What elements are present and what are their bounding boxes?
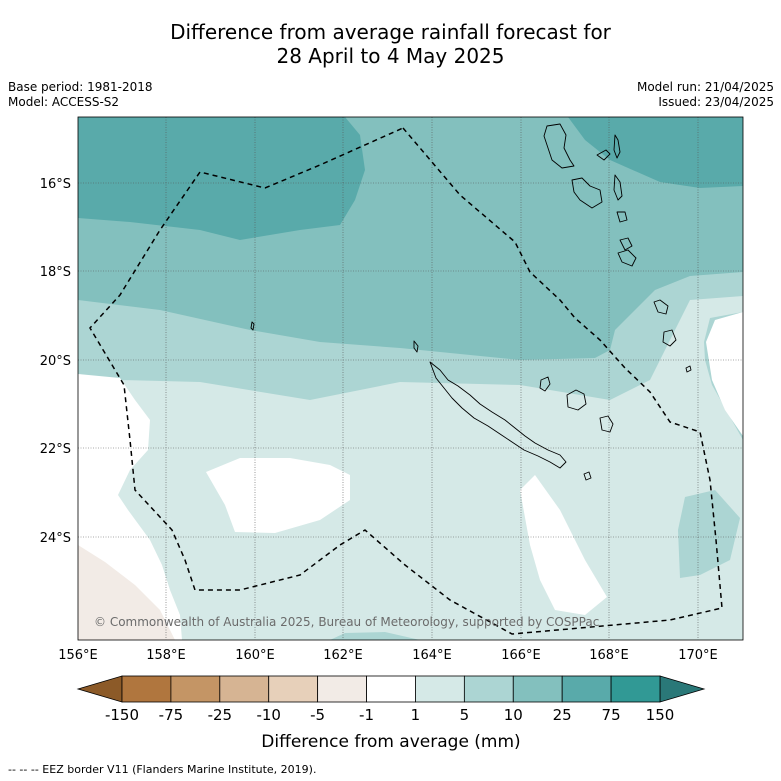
coast-matthew-island xyxy=(653,299,669,315)
colorbar-ticks: -150 -75 -25 -10 -5 -1 1 5 10 25 75 150 xyxy=(105,706,674,724)
region-neutral-center xyxy=(206,458,350,533)
shaded-regions xyxy=(78,117,743,640)
colorbar-bin-8 xyxy=(512,675,563,703)
coast-hunter-island xyxy=(662,329,677,347)
colorbar-under-arrow xyxy=(76,675,123,703)
lon-labels: 156°E 158°E 160°E 162°E 164°E 166°E 168°… xyxy=(58,648,718,663)
coast-efate xyxy=(616,211,628,223)
region-neutral-east xyxy=(706,312,743,436)
colorbar-bin-4 xyxy=(317,675,367,703)
model-name: Model: ACCESS-S2 xyxy=(8,95,120,109)
meta-right: Model run: 21/04/2025 Issued: 23/04/2025 xyxy=(637,80,774,110)
colorbar-bin-1 xyxy=(170,675,221,703)
eez-border xyxy=(89,127,723,635)
region-5-to-10-south xyxy=(330,632,420,640)
lat-labels: 16°S 18°S 20°S 22°S 24°S xyxy=(40,177,71,546)
colorbar-tick-label: -75 xyxy=(159,706,184,724)
colorbar-tick-label: 25 xyxy=(553,706,572,724)
coast-malekula xyxy=(571,177,603,209)
lat-label-24s: 24°S xyxy=(40,531,71,546)
coast-loyalty-ouvea xyxy=(539,376,551,392)
base-period: Base period: 1981-2018 xyxy=(8,80,153,94)
colorbar-bin-0 xyxy=(121,675,172,703)
lon-label-162e: 162°E xyxy=(323,648,363,663)
coast-espiritu-santo xyxy=(543,123,575,169)
coast-islet-a xyxy=(250,321,255,331)
lon-label-158e: 158°E xyxy=(146,648,186,663)
coast-pentecost xyxy=(613,174,623,201)
lat-label-20s: 20°S xyxy=(40,354,71,369)
colorbar-tick-label: 75 xyxy=(602,706,621,724)
coast-loyalty-mare xyxy=(599,415,614,433)
colorbar-bin-2 xyxy=(219,675,270,703)
colorbar-bin-10 xyxy=(610,675,661,703)
colorbar-bin-3 xyxy=(268,675,319,703)
lat-label-22s: 22°S xyxy=(40,442,71,457)
model-run: Model run: 21/04/2025 xyxy=(636,80,774,94)
graticule xyxy=(78,117,743,640)
region-neutral-south xyxy=(520,475,607,615)
coastlines xyxy=(250,123,692,481)
coast-isle-of-pines xyxy=(583,471,592,481)
map-title: Difference from average rainfall forecas… xyxy=(0,20,781,68)
coast-ambae xyxy=(596,149,611,161)
coast-tanna xyxy=(617,249,637,267)
colorbar-tick-label: -150 xyxy=(105,706,139,724)
region-25-to-75 xyxy=(78,117,743,240)
lat-label-18s: 18°S xyxy=(40,265,71,280)
coast-loyalty-lifou xyxy=(566,389,587,411)
colorbar-bin-9 xyxy=(561,675,612,703)
map-frame xyxy=(77,116,744,641)
coast-belep-islands xyxy=(413,340,419,353)
colorbar-over-arrow xyxy=(659,675,706,703)
lon-label-170e: 170°E xyxy=(678,648,718,663)
colorbar-tick-label: -25 xyxy=(208,706,233,724)
copyright-notice: © Commonwealth of Australia 2025, Bureau… xyxy=(94,615,599,629)
colorbar xyxy=(76,675,706,703)
title-line-1: Difference from average rainfall forecas… xyxy=(170,20,611,44)
colorbar-bin-5 xyxy=(366,675,416,703)
lon-label-160e: 160°E xyxy=(235,648,275,663)
title-line-2: 28 April to 4 May 2025 xyxy=(276,44,505,68)
colorbar-bin-6 xyxy=(415,675,465,703)
colorbar-tick-label: -5 xyxy=(310,706,325,724)
coast-maewo xyxy=(613,134,621,159)
lon-label-166e: 166°E xyxy=(501,648,541,663)
coast-islet-b xyxy=(685,365,692,373)
colorbar-tick-label: 1 xyxy=(411,706,421,724)
coast-new-caledonia xyxy=(429,361,567,469)
eez-footnote: -- -- -- EEZ border V11 (Flanders Marine… xyxy=(8,763,317,776)
issued-date: Issued: 23/04/2025 xyxy=(658,95,774,109)
lon-label-164e: 164°E xyxy=(412,648,452,663)
lat-label-16s: 16°S xyxy=(40,177,71,192)
lon-label-168e: 168°E xyxy=(589,648,629,663)
meta-left: Base period: 1981-2018 Model: ACCESS-S2 xyxy=(8,80,153,110)
coast-erromango xyxy=(619,237,633,251)
colorbar-tick-label: -1 xyxy=(359,706,374,724)
lon-label-156e: 156°E xyxy=(58,648,98,663)
colorbar-bin-7 xyxy=(463,675,514,703)
colorbar-tick-label: 10 xyxy=(504,706,523,724)
colorbar-tick-label: -10 xyxy=(256,706,281,724)
colorbar-tick-label: 150 xyxy=(646,706,675,724)
colorbar-label: Difference from average (mm) xyxy=(261,732,520,752)
colorbar-tick-label: 5 xyxy=(460,706,470,724)
region-minus-5-to-minus-1 xyxy=(78,545,175,640)
region-5-to-10-southeast xyxy=(678,490,740,578)
